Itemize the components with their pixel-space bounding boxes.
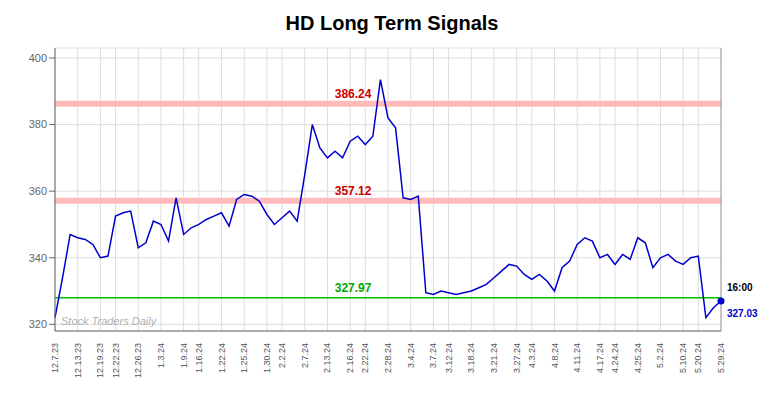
- svg-text:4.24.24: 4.24.24: [610, 343, 620, 373]
- svg-text:357.12: 357.12: [335, 184, 372, 198]
- svg-text:Stock Traders Daily: Stock Traders Daily: [61, 315, 158, 327]
- svg-text:5.10.24: 5.10.24: [678, 343, 688, 373]
- svg-text:1.25.24: 1.25.24: [239, 343, 249, 373]
- svg-text:3.18.24: 3.18.24: [466, 343, 476, 373]
- svg-text:4.8.24: 4.8.24: [550, 343, 560, 368]
- svg-text:2.28.24: 2.28.24: [383, 343, 393, 373]
- svg-text:2.16.24: 2.16.24: [345, 343, 355, 373]
- svg-text:4.11.24: 4.11.24: [572, 343, 582, 372]
- svg-text:12.26.23: 12.26.23: [133, 343, 143, 378]
- svg-text:1.30.24: 1.30.24: [262, 343, 272, 373]
- svg-text:3.7.24: 3.7.24: [428, 343, 438, 368]
- svg-text:2.2.24: 2.2.24: [277, 343, 287, 368]
- svg-text:340: 340: [29, 252, 47, 264]
- svg-text:360: 360: [29, 185, 47, 197]
- svg-text:4.3.24: 4.3.24: [527, 343, 537, 368]
- svg-text:1.16.24: 1.16.24: [194, 343, 204, 373]
- svg-text:2.7.24: 2.7.24: [300, 343, 310, 368]
- svg-text:4.17.24: 4.17.24: [595, 343, 605, 373]
- svg-text:4.25.24: 4.25.24: [633, 343, 643, 373]
- svg-text:3.27.24: 3.27.24: [512, 343, 522, 373]
- svg-text:3.4.24: 3.4.24: [406, 343, 416, 368]
- svg-text:12.19.23: 12.19.23: [95, 343, 105, 378]
- html-text:HD Long Term Signals: HD Long Term Signals: [285, 12, 499, 34]
- svg-text:2.13.24: 2.13.24: [322, 343, 332, 373]
- svg-text:16:00: 16:00: [727, 282, 753, 293]
- svg-text:1.3.24: 1.3.24: [156, 343, 166, 368]
- svg-text:2.22.24: 2.22.24: [360, 343, 370, 373]
- svg-text:3.21.24: 3.21.24: [489, 343, 499, 373]
- svg-text:5.2.24: 5.2.24: [655, 343, 665, 368]
- svg-text:380: 380: [29, 118, 47, 130]
- svg-text:1.9.24: 1.9.24: [179, 343, 189, 368]
- svg-text:3.12.24: 3.12.24: [444, 343, 454, 373]
- svg-text:12.22.23: 12.22.23: [111, 343, 121, 378]
- svg-text:320: 320: [29, 318, 47, 330]
- svg-text:12.13.23: 12.13.23: [73, 343, 83, 378]
- svg-text:327.03: 327.03: [727, 308, 758, 319]
- svg-text:5.29.24: 5.29.24: [716, 343, 726, 373]
- svg-text:327.97: 327.97: [335, 281, 372, 295]
- svg-text:12.7.23: 12.7.23: [50, 343, 60, 373]
- svg-text:400: 400: [29, 52, 47, 64]
- svg-text:386.24: 386.24: [335, 87, 372, 101]
- svg-text:1.22.24: 1.22.24: [217, 343, 227, 373]
- svg-text:5.20.24: 5.20.24: [693, 343, 703, 373]
